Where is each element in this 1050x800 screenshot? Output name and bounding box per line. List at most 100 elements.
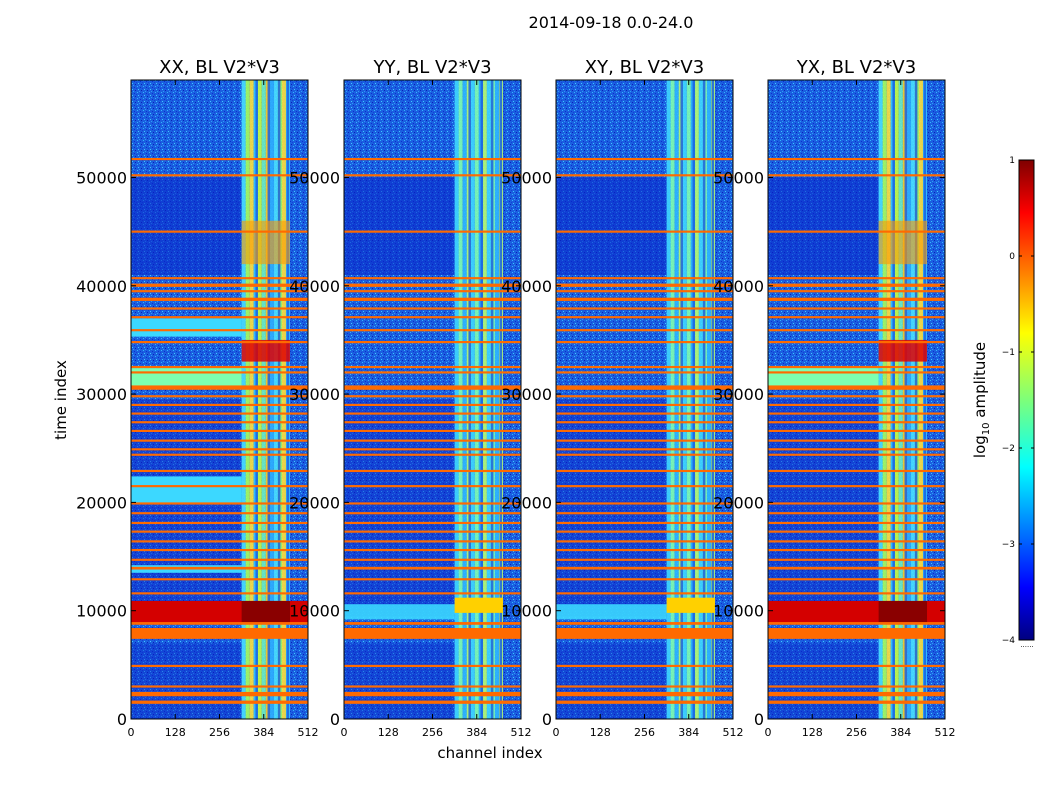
flagged-band — [768, 469, 945, 473]
flagged-band — [556, 421, 733, 424]
x-tick-label: 256 — [634, 726, 655, 739]
channel-stripe — [261, 80, 266, 719]
flagged-band — [556, 700, 733, 704]
flagged-band — [768, 385, 945, 390]
y-axis-label: time index — [52, 360, 70, 440]
flagged-band — [768, 691, 945, 697]
flagged-band — [556, 578, 733, 581]
flagged-band — [556, 371, 733, 374]
heatmap-low-region — [131, 643, 242, 719]
flagged-band — [556, 521, 733, 525]
mid-amplitude-band — [878, 220, 928, 265]
channel-stripe — [674, 80, 679, 719]
mid-amplitude-band — [344, 604, 455, 620]
x-tick-label: 512 — [723, 726, 744, 739]
flagged-band — [131, 316, 308, 319]
flagged-band — [131, 385, 308, 390]
channel-gap — [490, 80, 494, 719]
flagged-band — [768, 628, 945, 639]
flagged-band — [556, 174, 733, 177]
y-tick-label: 40000 — [289, 277, 340, 296]
flagged-band — [131, 230, 308, 233]
channel-stripe — [666, 80, 671, 719]
mid-amplitude-band — [768, 368, 879, 388]
flagged-band — [131, 540, 308, 543]
y-tick-label: 50000 — [76, 168, 127, 187]
channel-stripe — [682, 80, 687, 719]
flagged-band — [344, 341, 521, 344]
panels: XX, BL V2*V3 0 128 256 384 512 0 10000 20000 3000… — [76, 57, 955, 739]
flagged-band — [344, 592, 521, 595]
panel-yx: YX, BL V2*V3 0 128 256 384 512 0 10000 20000 3000… — [713, 57, 955, 739]
flagged-band — [131, 521, 308, 525]
y-tick-label: 40000 — [76, 277, 127, 296]
channel-stripe — [482, 80, 487, 719]
mid-amplitude-band — [666, 597, 716, 613]
panel-title: YX, BL V2*V3 — [796, 57, 916, 78]
flagged-band — [131, 512, 308, 515]
flagged-band — [344, 307, 521, 310]
flagged-band — [344, 439, 521, 442]
panel-xx: XX, BL V2*V3 0 128 256 384 512 0 10000 20000 3000… — [76, 57, 318, 739]
channel-gap — [480, 80, 484, 719]
flagged-band — [556, 385, 733, 390]
flagged-band — [131, 283, 308, 287]
flagged-band — [556, 540, 733, 543]
flagged-band — [131, 700, 308, 704]
mid-amplitude-band — [131, 318, 242, 337]
y-tick-label: 40000 — [713, 277, 764, 296]
heatmap-low-region — [768, 643, 879, 719]
flagged-band — [344, 429, 521, 432]
flagged-band — [768, 412, 945, 415]
flagged-band — [556, 316, 733, 319]
flagged-band — [768, 290, 945, 293]
flagged-band — [768, 277, 945, 280]
colorbar-under-marker: ...... — [1020, 641, 1033, 649]
flagged-band — [768, 566, 945, 570]
flagged-band — [556, 502, 733, 505]
flagged-band — [131, 566, 308, 570]
flagged-band — [768, 365, 945, 369]
flagged-band — [556, 691, 733, 697]
flagged-band — [344, 395, 521, 398]
flagged-band — [131, 421, 308, 424]
flagged-band — [556, 290, 733, 293]
flagged-band — [131, 395, 308, 398]
flagged-band — [344, 290, 521, 293]
flagged-band — [768, 622, 945, 625]
flagged-band — [556, 412, 733, 415]
flagged-band — [768, 403, 945, 406]
flagged-band — [556, 548, 733, 552]
flagged-band — [556, 341, 733, 344]
channel-stripe — [894, 80, 899, 719]
channel-stripe — [269, 80, 274, 719]
flagged-band — [344, 685, 521, 688]
high-amplitude-band — [241, 339, 291, 362]
flagged-band — [344, 622, 521, 625]
x-tick-label: 512 — [298, 726, 319, 739]
flagged-band — [131, 290, 308, 293]
flagged-band — [556, 365, 733, 369]
panel-title: XY, BL V2*V3 — [585, 57, 704, 78]
channel-stripe — [494, 80, 499, 719]
flagged-band — [768, 329, 945, 332]
colorbar: 10−1−2−3−4 ......log10 amplitude — [971, 156, 1035, 649]
x-tick-label: 384 — [466, 726, 487, 739]
flagged-band — [344, 283, 521, 287]
flagged-band — [556, 592, 733, 595]
flagged-band — [344, 453, 521, 456]
channel-stripe — [470, 80, 475, 719]
flagged-band — [131, 453, 308, 456]
channel-stripe — [910, 80, 915, 719]
channel-gap — [892, 80, 895, 719]
flagged-band — [131, 469, 308, 473]
flagged-band — [556, 512, 733, 515]
heatmap-low-region — [556, 643, 667, 719]
channel-stripe — [462, 80, 467, 719]
channel-stripe — [918, 80, 923, 719]
flagged-band — [344, 664, 521, 668]
flagged-band — [344, 540, 521, 543]
x-tick-label: 0 — [341, 726, 348, 739]
flagged-band — [131, 157, 308, 161]
